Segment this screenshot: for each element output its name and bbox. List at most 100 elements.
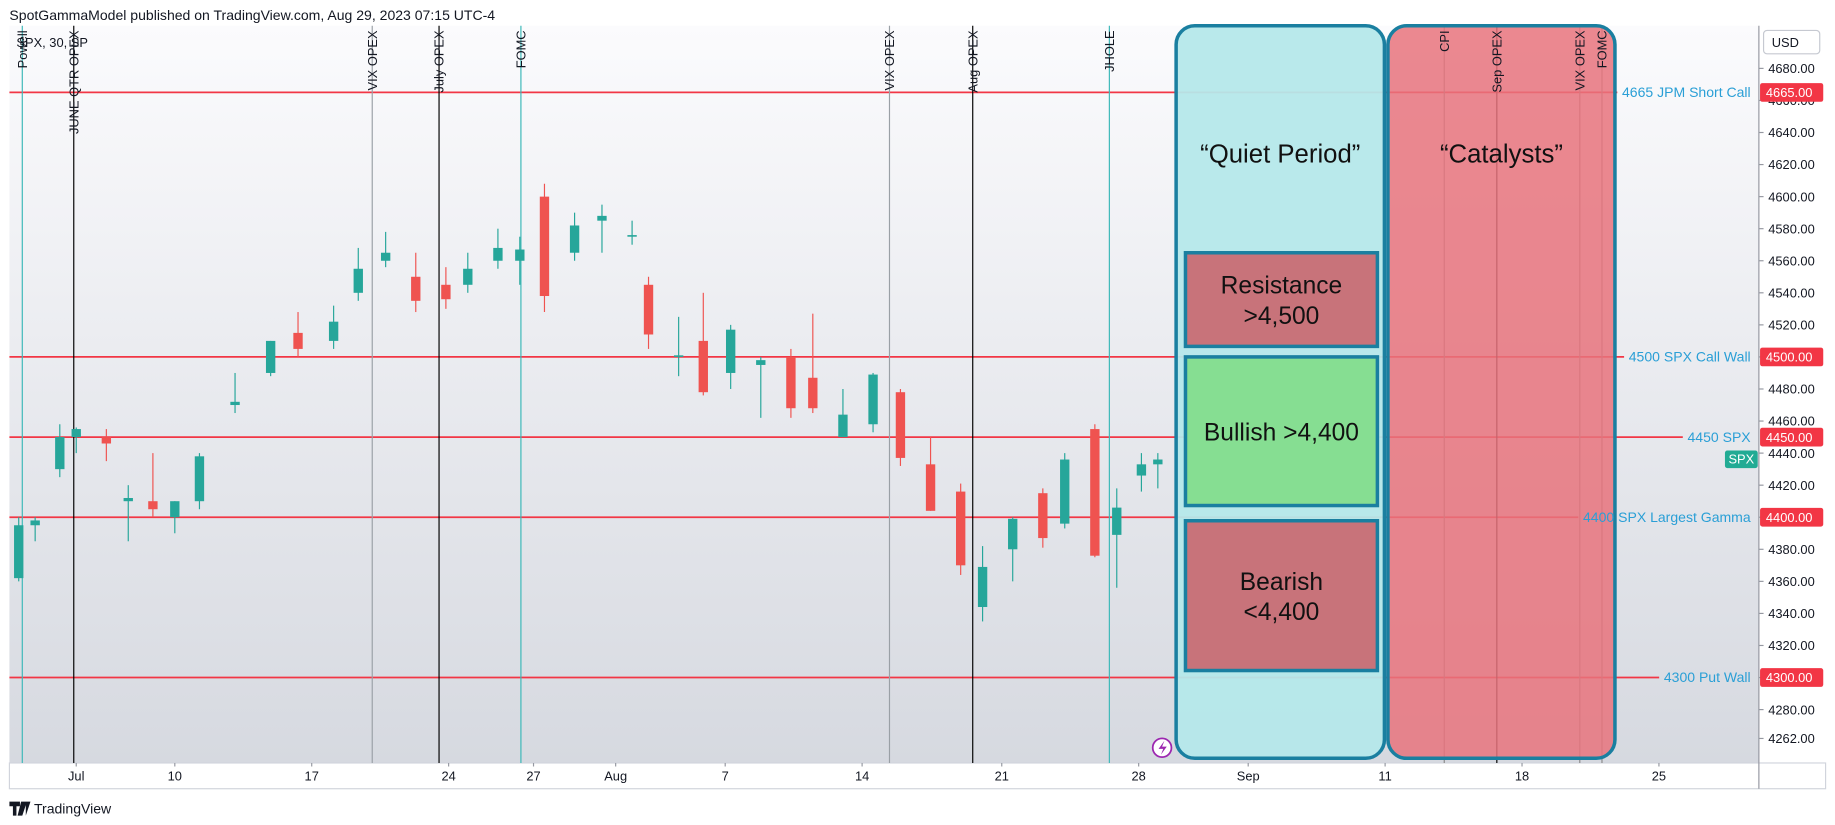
bolt: [1158, 740, 1167, 755]
candle-body: [71, 429, 81, 438]
y-tick-label: 4360.00: [1768, 574, 1814, 589]
level-label: 4665 JPM Short Call: [1622, 84, 1751, 100]
x-tick-label: Sep: [1237, 769, 1260, 784]
candle-body: [698, 340, 708, 393]
candle-body: [265, 340, 276, 373]
signal-text: Bearish: [1240, 569, 1323, 596]
candle-body: [868, 374, 878, 425]
y-tick-label: 4480.00: [1768, 382, 1814, 397]
x-tick-label: 11: [1378, 769, 1391, 784]
currency-button[interactable]: [1762, 29, 1821, 55]
event-label: July OPEX: [432, 30, 447, 93]
candle-body: [895, 392, 906, 458]
event-label: JHOLE: [1102, 30, 1117, 72]
candle-body: [1008, 518, 1018, 550]
candle-body: [230, 401, 240, 406]
candle-body: [1038, 493, 1048, 539]
y-tick-label: 4460.00: [1768, 414, 1814, 429]
candle-body: [1153, 459, 1163, 465]
y-tick-label: 4320.00: [1768, 638, 1814, 653]
candle-body: [977, 566, 988, 608]
series-tag: SPX: [1728, 451, 1754, 466]
candle-body: [786, 356, 796, 409]
candle-body: [14, 525, 24, 579]
x-tick-label: 24: [441, 769, 455, 784]
level-tag: 4500.00: [1766, 350, 1812, 365]
level-label: 4500 SPX Call Wall: [1629, 349, 1751, 365]
level-tag-bg: [1760, 507, 1824, 527]
event-label: JUNE QTR OPEX: [66, 30, 81, 134]
level-tag-bg: [1760, 83, 1824, 102]
level-tag: 4450.00: [1766, 430, 1812, 445]
level-tag-bg: [1760, 668, 1824, 687]
candle-body: [643, 284, 654, 335]
candle-body: [463, 268, 473, 285]
signal-text: Bullish >4,400: [1204, 420, 1359, 447]
y-tick-label: 4262.00: [1768, 731, 1814, 746]
series-tag-bg: [1724, 450, 1758, 469]
candle-body: [725, 329, 736, 373]
level-tag-bg: [1760, 427, 1824, 447]
y-tick-label: 4340.00: [1768, 606, 1814, 621]
candle-body: [597, 215, 607, 221]
level-tag: 4300.00: [1766, 670, 1812, 685]
signal-box: [1183, 355, 1380, 508]
event-label: CPI: [1437, 30, 1452, 51]
event-label: Sep OPEX: [1490, 30, 1505, 93]
y-tick-label: 4620.00: [1768, 157, 1814, 172]
x-tick-label: 21: [995, 769, 1009, 784]
candle-body: [838, 414, 848, 438]
y-tick-label: 4380.00: [1768, 542, 1814, 557]
candle-body: [1060, 459, 1070, 524]
signal-box: [1183, 518, 1380, 673]
x-tick-label: 7: [722, 769, 729, 784]
candle-body: [673, 355, 684, 357]
candle-body: [1090, 429, 1100, 556]
candle-body: [515, 249, 525, 261]
x-tick-label: 18: [1515, 769, 1529, 784]
candle-body: [123, 497, 133, 502]
zone-label: “Catalysts”: [1440, 141, 1563, 169]
zone: [1386, 23, 1617, 761]
y-tick-label: 4580.00: [1768, 221, 1814, 236]
event-label: FOMC: [1595, 30, 1610, 68]
event-label: FOMC: [514, 30, 529, 68]
candle-body: [441, 284, 451, 300]
x-tick-label: 14: [855, 769, 869, 784]
signal-text: >4,500: [1244, 303, 1320, 330]
candle-body: [925, 464, 936, 511]
candle-body: [627, 235, 637, 237]
candle-body: [328, 321, 339, 341]
level-tag: 4665.00: [1766, 85, 1812, 100]
x-tick-label: 10: [168, 769, 182, 784]
candle-body: [55, 437, 65, 470]
level-label: 4400 SPX Largest Gamma: [1583, 509, 1751, 525]
currency[interactable]: USD: [1772, 35, 1799, 50]
candle-body: [1136, 464, 1147, 476]
zone-label: “Quiet Period”: [1200, 141, 1360, 169]
y-tick-label: 4420.00: [1768, 478, 1814, 493]
symbol: SPX, 30, SP: [16, 35, 87, 50]
x-tick-label: 17: [305, 769, 319, 784]
level-tag: 4400.00: [1766, 510, 1812, 525]
candle-body: [756, 360, 766, 365]
time-axis: [8, 762, 1827, 790]
candle-body: [1112, 507, 1122, 535]
event-label: VIX OPEX: [1572, 30, 1587, 90]
level-label: 4300 Put Wall: [1664, 669, 1751, 685]
candle-body: [101, 437, 112, 444]
candle-body: [493, 247, 503, 261]
candle-body: [956, 491, 966, 566]
y-tick-label: 4560.00: [1768, 253, 1814, 268]
y-tick-label: 4440.00: [1768, 446, 1814, 461]
candle-body: [148, 501, 158, 510]
signal-text: <4,400: [1244, 599, 1320, 626]
x-tick-label: 28: [1132, 769, 1146, 784]
signal-text: Resistance: [1221, 273, 1343, 300]
x-tick-label: 25: [1652, 769, 1666, 784]
y-tick-label: 4520.00: [1768, 318, 1814, 333]
candle-body: [293, 332, 303, 349]
x-tick-label: 27: [526, 769, 540, 784]
